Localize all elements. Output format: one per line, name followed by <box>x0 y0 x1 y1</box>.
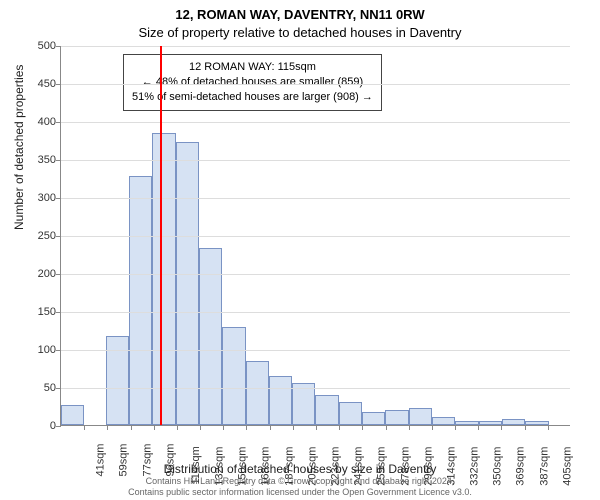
grid-line <box>61 46 570 47</box>
title-line2: Size of property relative to detached ho… <box>0 24 600 42</box>
x-tick-mark <box>455 425 456 430</box>
grid-line <box>61 122 570 123</box>
y-tick-mark <box>56 388 61 389</box>
y-tick-label: 400 <box>26 116 56 128</box>
histogram-bar <box>339 402 362 425</box>
chart-title-block: 12, ROMAN WAY, DAVENTRY, NN11 0RW Size o… <box>0 0 600 41</box>
histogram-bar <box>222 327 245 425</box>
histogram-bar <box>292 383 315 425</box>
x-tick-mark <box>316 425 317 430</box>
grid-line <box>61 350 570 351</box>
histogram-bar <box>152 133 175 425</box>
callout-line2: ← 48% of detached houses are smaller (85… <box>132 75 373 90</box>
y-tick-label: 250 <box>26 230 56 242</box>
x-tick-mark <box>386 425 387 430</box>
y-tick-mark <box>56 274 61 275</box>
y-tick-mark <box>56 312 61 313</box>
x-tick-mark <box>200 425 201 430</box>
histogram-bar <box>479 421 502 425</box>
x-tick-mark <box>223 425 224 430</box>
property-marker-line <box>160 46 162 425</box>
callout-line3: 51% of semi-detached houses are larger (… <box>132 90 373 105</box>
y-tick-mark <box>56 84 61 85</box>
callout-line1: 12 ROMAN WAY: 115sqm <box>132 60 373 75</box>
y-tick-mark <box>56 198 61 199</box>
x-tick-mark <box>84 425 85 430</box>
footer-line1: Contains HM Land Registry data © Crown c… <box>0 476 600 487</box>
x-tick-mark <box>177 425 178 430</box>
y-axis-label: Number of detached properties <box>12 65 26 230</box>
histogram-bar <box>409 408 432 425</box>
x-tick-mark <box>293 425 294 430</box>
grid-line <box>61 312 570 313</box>
grid-line <box>61 160 570 161</box>
y-tick-label: 300 <box>26 192 56 204</box>
grid-line <box>61 388 570 389</box>
y-tick-label: 450 <box>26 78 56 90</box>
x-tick-mark <box>432 425 433 430</box>
histogram-bar <box>176 142 199 425</box>
footer-attribution: Contains HM Land Registry data © Crown c… <box>0 476 600 499</box>
y-tick-mark <box>56 350 61 351</box>
chart-area: 12 ROMAN WAY: 115sqm ← 48% of detached h… <box>60 46 570 426</box>
plot-region: 12 ROMAN WAY: 115sqm ← 48% of detached h… <box>60 46 570 426</box>
y-tick-label: 100 <box>26 344 56 356</box>
histogram-bar <box>315 395 338 425</box>
x-tick-mark <box>270 425 271 430</box>
grid-line <box>61 84 570 85</box>
y-tick-mark <box>56 160 61 161</box>
x-tick-mark <box>246 425 247 430</box>
y-tick-mark <box>56 46 61 47</box>
x-tick-mark <box>131 425 132 430</box>
footer-line2: Contains public sector information licen… <box>0 487 600 498</box>
histogram-bar <box>455 421 478 425</box>
x-tick-mark <box>525 425 526 430</box>
histogram-bar <box>61 405 84 425</box>
x-tick-mark <box>501 425 502 430</box>
x-tick-mark <box>548 425 549 430</box>
x-tick-mark <box>478 425 479 430</box>
y-tick-label: 50 <box>26 382 56 394</box>
title-line1: 12, ROMAN WAY, DAVENTRY, NN11 0RW <box>0 6 600 24</box>
y-tick-label: 500 <box>26 40 56 52</box>
y-tick-label: 200 <box>26 268 56 280</box>
grid-line <box>61 236 570 237</box>
y-tick-label: 350 <box>26 154 56 166</box>
histogram-bar <box>502 419 525 425</box>
y-tick-mark <box>56 426 61 427</box>
x-tick-mark <box>107 425 108 430</box>
y-tick-label: 150 <box>26 306 56 318</box>
x-tick-mark <box>362 425 363 430</box>
x-axis-label: Distribution of detached houses by size … <box>0 462 600 476</box>
histogram-bar <box>385 410 408 425</box>
histogram-bar <box>269 376 292 425</box>
histogram-bar <box>525 421 548 425</box>
x-tick-mark <box>339 425 340 430</box>
histogram-bar <box>246 361 269 425</box>
y-tick-mark <box>56 236 61 237</box>
y-tick-mark <box>56 122 61 123</box>
y-tick-label: 0 <box>26 420 56 432</box>
x-tick-mark <box>409 425 410 430</box>
grid-line <box>61 274 570 275</box>
histogram-bar <box>432 417 455 425</box>
grid-line <box>61 198 570 199</box>
x-tick-mark <box>154 425 155 430</box>
histogram-bar <box>362 412 385 425</box>
